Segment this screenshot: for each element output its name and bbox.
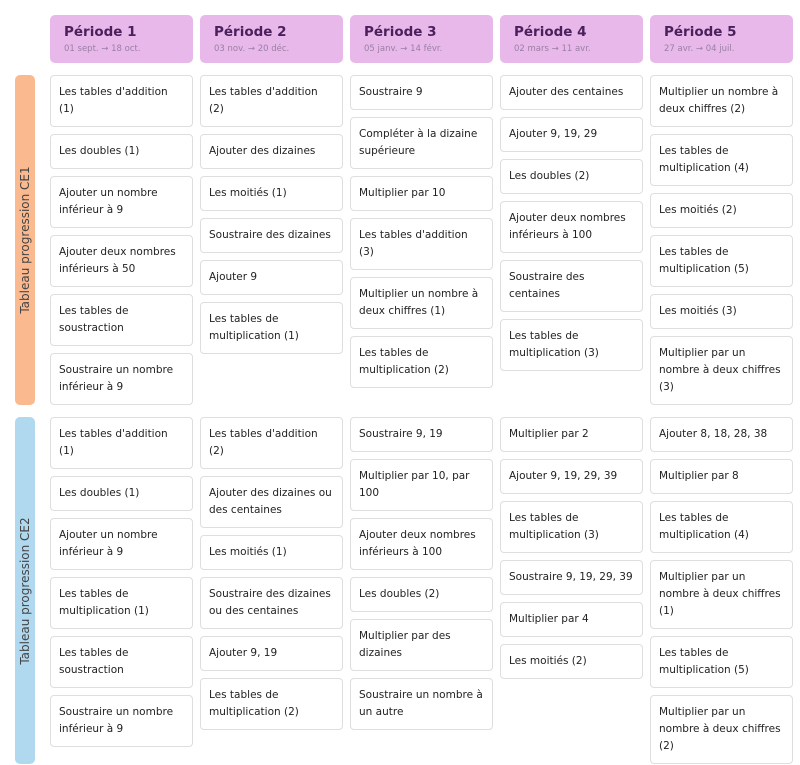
period-column-1: Les tables d'addition (1) Les doubles (1)… bbox=[50, 75, 193, 405]
skill-card: Soustraire un nombre inférieur à 9 bbox=[50, 353, 193, 405]
skill-card: Multiplier par 8 bbox=[650, 459, 793, 494]
skill-card: Les tables de multiplication (4) bbox=[650, 501, 793, 553]
period-column-3: Soustraire 9, 19 Multiplier par 10, par 1… bbox=[350, 417, 493, 764]
skill-card: Les tables de multiplication (3) bbox=[500, 501, 643, 553]
skill-card: Multiplier un nombre à deux chiffres (2) bbox=[650, 75, 793, 127]
skill-card: Ajouter un nombre inférieur à 9 bbox=[50, 176, 193, 228]
skill-card: Multiplier par 10, par 100 bbox=[350, 459, 493, 511]
skill-card: Les doubles (2) bbox=[500, 159, 643, 194]
skill-card: Soustraire des dizaines ou des centaines bbox=[200, 577, 343, 629]
skill-card: Les tables de multiplication (3) bbox=[500, 319, 643, 371]
period-dates: 02 mars → 11 avr. bbox=[514, 44, 591, 54]
skill-card: Soustraire 9, 19 bbox=[350, 417, 493, 452]
period-column-5: Ajouter 8, 18, 28, 38 Multiplier par 8 Les… bbox=[650, 417, 793, 764]
period-name: Période 2 bbox=[214, 24, 287, 40]
period-column-4: Ajouter des centaines Ajouter 9, 19, 29 Le… bbox=[500, 75, 643, 405]
skill-card: Soustraire un nombre inférieur à 9 bbox=[50, 695, 193, 747]
skill-card: Les doubles (2) bbox=[350, 577, 493, 612]
skill-card: Multiplier par un nombre à deux chiffres… bbox=[650, 695, 793, 764]
skill-card: Les tables d'addition (2) bbox=[200, 75, 343, 127]
period-name: Période 4 bbox=[514, 24, 587, 40]
skill-card: Ajouter 9, 19, 29, 39 bbox=[500, 459, 643, 494]
skill-card: Ajouter des dizaines bbox=[200, 134, 343, 169]
period-column-2: Les tables d'addition (2) Ajouter des diz… bbox=[200, 75, 343, 405]
skill-card: Ajouter deux nombres inférieurs à 50 bbox=[50, 235, 193, 287]
period-column-2: Les tables d'addition (2) Ajouter des diz… bbox=[200, 417, 343, 764]
skill-card: Ajouter des centaines bbox=[500, 75, 643, 110]
skill-card: Les moitiés (3) bbox=[650, 294, 793, 329]
skill-card: Les doubles (1) bbox=[50, 134, 193, 169]
skill-card: Les moitiés (1) bbox=[200, 176, 343, 211]
skill-card: Les tables de soustraction bbox=[50, 636, 193, 688]
skill-card: Ajouter 9, 19 bbox=[200, 636, 343, 671]
period-header-3: Période 3 05 janv. → 14 févr. bbox=[350, 15, 493, 63]
corner-spacer bbox=[15, 15, 35, 63]
skill-card: Les tables d'addition (2) bbox=[200, 417, 343, 469]
skill-card: Ajouter des dizaines ou des centaines bbox=[200, 476, 343, 528]
period-dates: 03 nov. → 20 déc. bbox=[214, 44, 290, 54]
period-header-4: Période 4 02 mars → 11 avr. bbox=[500, 15, 643, 63]
skill-card: Les tables de multiplication (5) bbox=[650, 636, 793, 688]
skill-card: Compléter à la dizaine supérieure bbox=[350, 117, 493, 169]
skill-card: Multiplier par un nombre à deux chiffres… bbox=[650, 560, 793, 629]
skill-card: Les tables de multiplication (2) bbox=[200, 678, 343, 730]
skill-card: Les doubles (1) bbox=[50, 476, 193, 511]
skill-card: Les moitiés (1) bbox=[200, 535, 343, 570]
period-name: Période 1 bbox=[64, 24, 137, 40]
period-header-1: Période 1 01 sept. → 18 oct. bbox=[50, 15, 193, 63]
period-dates: 01 sept. → 18 oct. bbox=[64, 44, 141, 54]
level-bar-1: Tableau progression CE1 bbox=[15, 75, 35, 405]
period-column-3: Soustraire 9 Compléter à la dizaine supér… bbox=[350, 75, 493, 405]
period-name: Période 3 bbox=[364, 24, 437, 40]
skill-card: Les tables de soustraction bbox=[50, 294, 193, 346]
period-dates: 27 avr. → 04 juil. bbox=[664, 44, 735, 54]
skill-card: Les tables de multiplication (2) bbox=[350, 336, 493, 388]
period-column-4: Multiplier par 2 Ajouter 9, 19, 29, 39 Les… bbox=[500, 417, 643, 764]
skill-card: Multiplier par 2 bbox=[500, 417, 643, 452]
skill-card: Les tables d'addition (3) bbox=[350, 218, 493, 270]
skill-card: Ajouter 9 bbox=[200, 260, 343, 295]
skill-card: Les tables de multiplication (4) bbox=[650, 134, 793, 186]
level-label: Tableau progression CE1 bbox=[18, 166, 32, 314]
skill-card: Multiplier par des dizaines bbox=[350, 619, 493, 671]
skill-card: Les tables de multiplication (1) bbox=[50, 577, 193, 629]
skill-card: Multiplier par 4 bbox=[500, 602, 643, 637]
skill-card: Les tables d'addition (1) bbox=[50, 417, 193, 469]
skill-card: Ajouter deux nombres inférieurs à 100 bbox=[350, 518, 493, 570]
period-header-5: Période 5 27 avr. → 04 juil. bbox=[650, 15, 793, 63]
skill-card: Les tables de multiplication (5) bbox=[650, 235, 793, 287]
period-name: Période 5 bbox=[664, 24, 737, 40]
skill-card: Les moitiés (2) bbox=[650, 193, 793, 228]
skill-card: Ajouter un nombre inférieur à 9 bbox=[50, 518, 193, 570]
skill-card: Multiplier par 10 bbox=[350, 176, 493, 211]
period-dates: 05 janv. → 14 févr. bbox=[364, 44, 443, 54]
period-column-1: Les tables d'addition (1) Les doubles (1)… bbox=[50, 417, 193, 764]
skill-card: Soustraire des dizaines bbox=[200, 218, 343, 253]
skill-card: Multiplier par un nombre à deux chiffres… bbox=[650, 336, 793, 405]
skill-card: Soustraire 9, 19, 29, 39 bbox=[500, 560, 643, 595]
skill-card: Les tables d'addition (1) bbox=[50, 75, 193, 127]
progression-table: Période 1 01 sept. → 18 oct. Période 2 0… bbox=[15, 15, 793, 764]
level-bar-2: Tableau progression CE2 bbox=[15, 417, 35, 764]
skill-card: Soustraire 9 bbox=[350, 75, 493, 110]
skill-card: Ajouter 9, 19, 29 bbox=[500, 117, 643, 152]
skill-card: Soustraire un nombre à un autre bbox=[350, 678, 493, 730]
skill-card: Les moitiés (2) bbox=[500, 644, 643, 679]
skill-card: Multiplier un nombre à deux chiffres (1) bbox=[350, 277, 493, 329]
skill-card: Ajouter 8, 18, 28, 38 bbox=[650, 417, 793, 452]
skill-card: Ajouter deux nombres inférieurs à 100 bbox=[500, 201, 643, 253]
period-header-2: Période 2 03 nov. → 20 déc. bbox=[200, 15, 343, 63]
period-column-5: Multiplier un nombre à deux chiffres (2)… bbox=[650, 75, 793, 405]
skill-card: Soustraire des centaines bbox=[500, 260, 643, 312]
level-label: Tableau progression CE2 bbox=[18, 516, 32, 665]
skill-card: Les tables de multiplication (1) bbox=[200, 302, 343, 354]
